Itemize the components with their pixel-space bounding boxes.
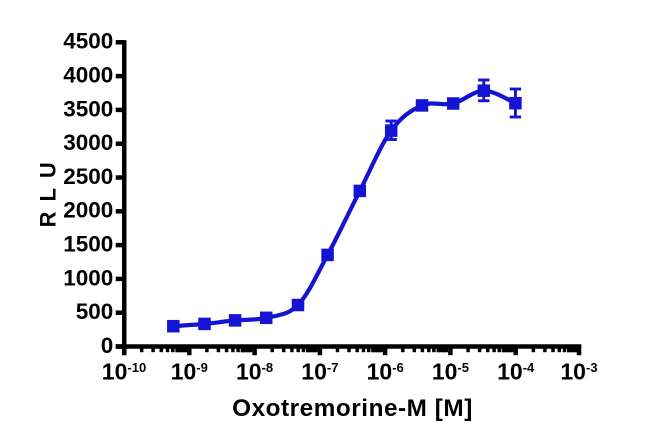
svg-text:10: 10 bbox=[560, 359, 586, 385]
svg-text:-8: -8 bbox=[262, 360, 274, 375]
svg-text:-5: -5 bbox=[457, 360, 469, 375]
svg-text:4500: 4500 bbox=[63, 29, 113, 54]
svg-text:4000: 4000 bbox=[63, 63, 113, 88]
svg-text:2000: 2000 bbox=[63, 198, 113, 223]
svg-text:500: 500 bbox=[76, 299, 114, 324]
svg-text:3500: 3500 bbox=[63, 96, 113, 121]
svg-text:10: 10 bbox=[236, 359, 262, 385]
svg-text:Oxotremorine-M [M]: Oxotremorine-M [M] bbox=[232, 395, 473, 422]
svg-text:10: 10 bbox=[367, 359, 393, 385]
svg-text:1500: 1500 bbox=[63, 232, 113, 257]
svg-text:-7: -7 bbox=[327, 360, 339, 375]
svg-text:0: 0 bbox=[101, 333, 114, 358]
svg-text:RLU: RLU bbox=[36, 152, 61, 227]
svg-text:10: 10 bbox=[102, 359, 128, 385]
svg-text:-9: -9 bbox=[196, 360, 208, 375]
svg-text:-6: -6 bbox=[392, 360, 404, 375]
svg-text:2500: 2500 bbox=[63, 164, 113, 189]
svg-text:10: 10 bbox=[497, 359, 523, 385]
svg-text:10: 10 bbox=[432, 359, 458, 385]
svg-text:-4: -4 bbox=[523, 360, 535, 375]
svg-text:10: 10 bbox=[171, 359, 197, 385]
svg-text:10: 10 bbox=[301, 359, 327, 385]
svg-text:-10: -10 bbox=[127, 360, 146, 375]
svg-text:1000: 1000 bbox=[63, 265, 113, 290]
svg-text:-3: -3 bbox=[586, 360, 598, 375]
svg-text:3000: 3000 bbox=[63, 130, 113, 155]
